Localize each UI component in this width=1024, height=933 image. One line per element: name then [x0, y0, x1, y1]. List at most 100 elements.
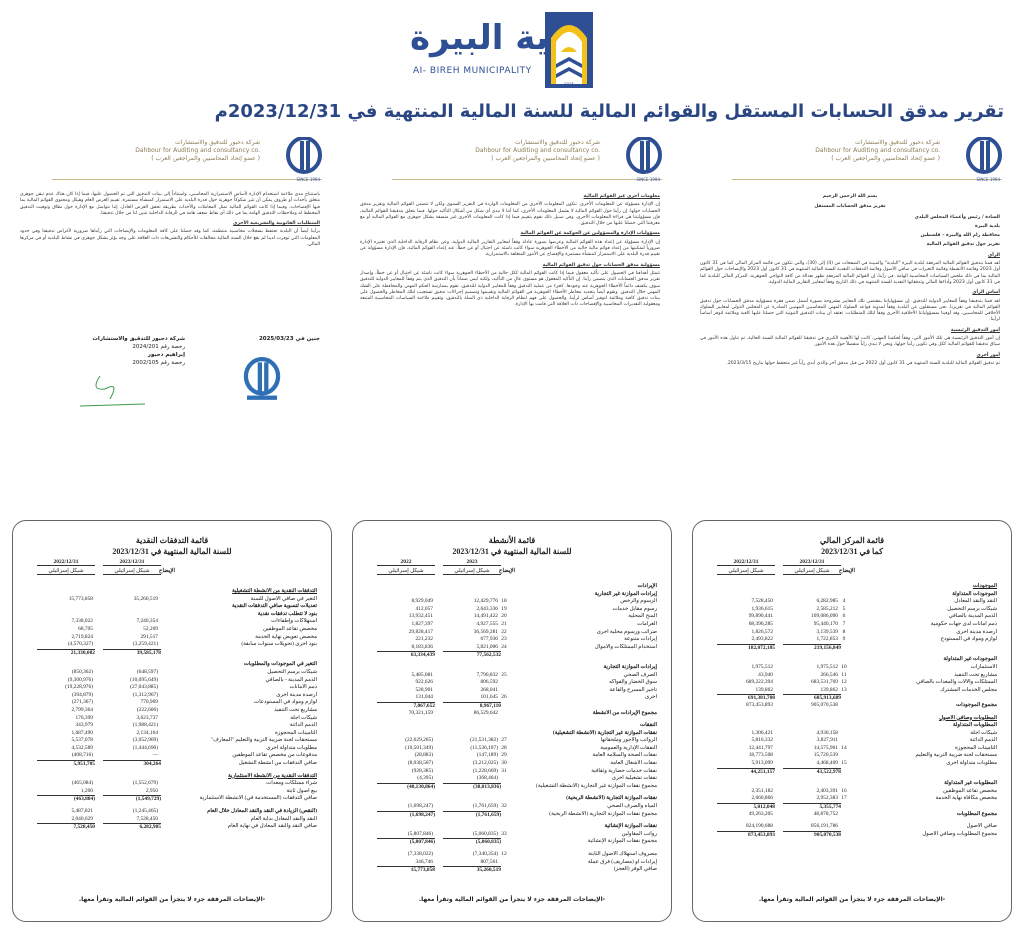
- table-row: الموجودات غير المتداولة: [693, 656, 1011, 664]
- management-text: إن الإدارة مسؤولة عن إعداد هذه القوائم ا…: [360, 239, 660, 258]
- table-row: نفقات الموازنة غير التجارية (الأنشطة الت…: [353, 730, 671, 738]
- row-label: أرصدة مدينة أخرى: [956, 628, 997, 635]
- value-current-year: 77,562,532: [443, 651, 501, 660]
- row-label: إيرادات الموازنة غير التجارية: [594, 590, 657, 597]
- value-prior-year: 1,936,615: [751, 605, 773, 612]
- statement-footnote: -الإيضاحات المرفقة جزء لا يتجزأ من القوا…: [758, 896, 946, 903]
- row-label: صافي الوفر (العجز): [613, 866, 657, 873]
- value-current-year: 2,952,383: [816, 795, 838, 802]
- table-row: أرصدة مدينة أخرى (1,312,967) (394,879): [13, 692, 331, 700]
- value-prior-year: 5,485,081: [411, 671, 433, 678]
- firm-since: SINCE 1994: [976, 177, 1000, 182]
- note-number: 33: [501, 830, 507, 837]
- row-label: مشاريع تحت التنفيذ: [954, 671, 997, 678]
- row-label: الذمم الدائنة: [289, 722, 317, 729]
- value-current-year: 3,827,911: [816, 737, 838, 744]
- column-prior-year: 2022/12/31: [37, 559, 95, 566]
- statement-title: قائمة المركز المالي كما في 2023/12/31: [693, 535, 1011, 557]
- table-row: الذمم الدائنة (1,988,421) 343,979: [13, 722, 331, 730]
- table-row: التدفقات النقدية من الأنشطة التشغيلية: [13, 588, 331, 596]
- note-number: 29: [501, 752, 507, 759]
- value-prior-year: 7,067,652: [377, 701, 435, 711]
- statement-name: قائمة التدفقات النقدية: [135, 536, 209, 545]
- value-prior-year: (10,501,349): [405, 744, 433, 751]
- statement-cash-flows: قائمة التدفقات النقدية للسنة المالية المن…: [12, 520, 332, 922]
- row-label: نفقات تشغيلية أخرى: [611, 775, 657, 782]
- table-row: شيكات آجلة 4,930,158 1,306,421: [693, 730, 1011, 738]
- table-row: مصروف استهلاك الأصول الثابتة 12 (7,340,354…: [353, 851, 671, 859]
- value-current-year: 139,862: [820, 686, 838, 693]
- table-row: المنح المحلية 20 14,491,422 13,932,451: [353, 613, 671, 621]
- value-prior-year: 4,532,589: [71, 744, 93, 751]
- auditor-text: تتمثل أهدافنا في الحصول على تأكيد معقول …: [360, 270, 660, 308]
- header-rule: [392, 179, 662, 180]
- value-current-year: (368,464): [476, 775, 498, 782]
- value-prior-year: 68,396,285: [748, 620, 773, 627]
- opinion-text: لقد قمنا بتدقيق القوائم المالية المرفقة …: [700, 261, 1000, 285]
- value-current-year: (1,761,659): [443, 810, 501, 820]
- row-label: مطلوبات متداولة أخرى: [946, 760, 997, 767]
- table-row: مستحقات لجنة ضريبة التربية والتعليم "الم…: [13, 737, 331, 745]
- value-current-year: 4,930,158: [816, 729, 838, 736]
- table-row: 219,156,849 182,072,185: [693, 643, 1011, 652]
- value-prior-year: 1,306,421: [751, 729, 773, 736]
- signature-license-1: رخصة رقم 2024/201: [132, 344, 185, 350]
- value-current-year: 36,569,281: [473, 628, 498, 635]
- report-body: بسم الله الرحمن الرحيم تقرير مدقق الحساب…: [700, 190, 1000, 369]
- table-row: مجلس الخدمات المشترك 13 139,862 139,862: [693, 687, 1011, 695]
- value-current-year: 2,403,391: [816, 787, 838, 794]
- row-label: لوازم ومواد في المستودعات: [254, 699, 317, 706]
- note-number: 10: [841, 663, 847, 670]
- value-current-year: 2,134,164: [136, 729, 158, 736]
- note-number: 14: [841, 744, 847, 751]
- row-label: شيكات آجلة: [290, 714, 317, 721]
- report-page-3: شركة دحبور للتدقيق والاستشارات Dahbour fo…: [10, 135, 330, 520]
- firm-logo-icon: [626, 137, 662, 174]
- table-row: الممتلكات والآلات والمعدات بالصافي 12 683,…: [693, 679, 1011, 687]
- value-prior-year: 5,012,048: [717, 803, 775, 812]
- value-prior-year: 1,826,572: [751, 628, 773, 635]
- value-prior-year: 221,232: [415, 636, 433, 643]
- value-current-year: —: [152, 752, 158, 759]
- statement-table: التدفقات النقدية من الأنشطة التشغيلية الت…: [13, 583, 331, 831]
- row-label: ذمم أمانات لدى جهات حكومية: [930, 620, 997, 627]
- note-number: 30: [501, 760, 507, 767]
- table-row: صافي التدفقات من أنشطة التشغيل 304,264 5,9…: [13, 760, 331, 768]
- value-current-year: 291,517: [140, 633, 158, 640]
- row-label: مشاريع تحت التنفيذ: [274, 706, 317, 713]
- value-current-year: (1,552,679): [132, 780, 158, 787]
- row-label: مخصص تعويض نهاية الخدمة: [255, 633, 317, 640]
- row-label: صافي الأصول: [966, 823, 998, 830]
- firm-member: ( عضو إتحاد المحاسبين والمراجعين العرب ): [831, 155, 940, 162]
- firm-header: شركة دحبور للتدقيق والاستشارات Dahbour fo…: [702, 135, 1002, 185]
- value-prior-year: 21,330,082: [37, 648, 95, 658]
- statement-table: الموجودات الموجودات المتداولة النقد والنقد…: [693, 583, 1011, 838]
- report-date: جنين في 2025/03/23: [258, 336, 320, 342]
- row-label: المطلوبات غير المتداولة: [944, 780, 997, 787]
- note-number: 11: [841, 671, 847, 678]
- value-current-year: 5,355,774: [783, 803, 841, 812]
- value-current-year: 807,561: [480, 858, 498, 865]
- row-label: نفقات الصحة والسلامة العامة: [592, 752, 657, 759]
- row-label: مجموع الإيرادات من الأنشطة: [592, 709, 657, 716]
- basis-text: لقد قمنا بتدقيقنا وفقاً للمعايير الدولية…: [700, 298, 1000, 323]
- table-row: المياه والصرف الصحي 32 (1,761,659) (1,698,2…: [353, 803, 671, 811]
- value-prior-year: 5,913,099: [751, 760, 773, 767]
- value-prior-year: 5,951,705: [37, 760, 95, 769]
- municipality-logo: بلدية البيرة AI- BIREH MUNICIPALITY 1925: [405, 8, 645, 90]
- row-label: مجلس الخدمات المشترك: [940, 686, 997, 693]
- basis-heading: أساس الرأي: [972, 290, 1000, 296]
- value-current-year: (27,043,885): [130, 684, 158, 691]
- note-number: 20: [501, 613, 507, 620]
- table-row: رواتب المقاولين 33 (5,060,835) (5,807,846): [353, 831, 671, 839]
- value-prior-year: (5,807,846): [377, 838, 435, 847]
- value-current-year: 6,282,985: [103, 823, 161, 832]
- value-prior-year: 2,799,364: [71, 706, 93, 713]
- value-current-year: 7,528,450: [136, 815, 158, 822]
- value-current-year: 101,645: [480, 694, 498, 701]
- table-row: صافي الأصول 856,191,786 824,190,688: [693, 823, 1011, 831]
- value-prior-year: 5,816,332: [751, 737, 773, 744]
- firm-name-en: Dahbour for Auditing and consultancy co.: [135, 147, 260, 154]
- table-row: مجموع المطلوبات 48,878,752 49,263,205: [693, 811, 1011, 819]
- table-row: إيرادات الموازنة التجارية: [353, 664, 671, 672]
